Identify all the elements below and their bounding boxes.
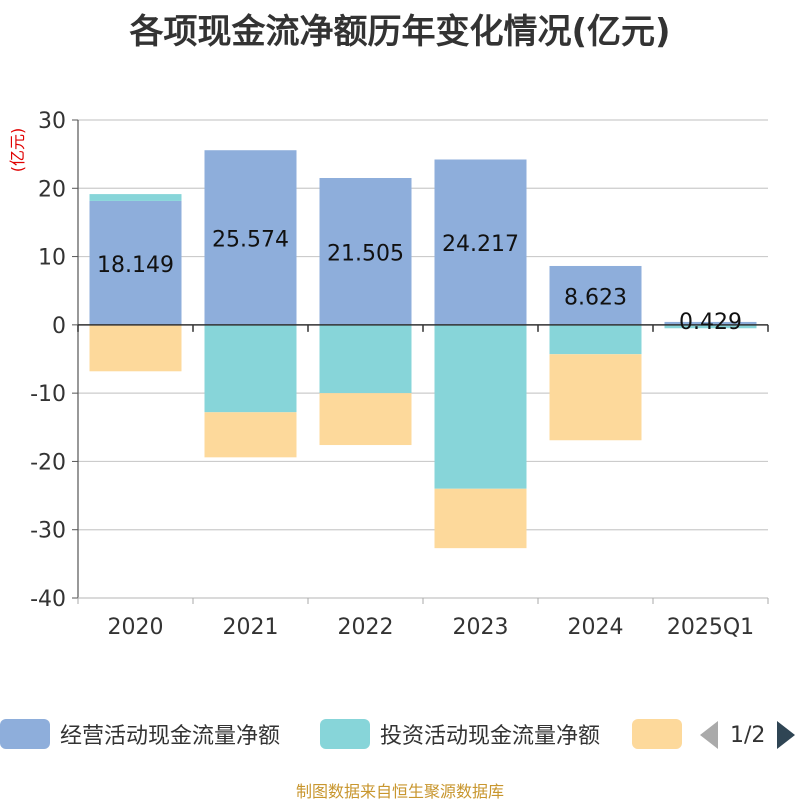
bar-series-0-2020[interactable] xyxy=(89,200,182,325)
data-source-note: 制图数据来自恒生聚源数据库 xyxy=(295,782,504,801)
data-label: 8.623 xyxy=(564,285,627,310)
x-tick-label: 2021 xyxy=(223,615,279,640)
bar-series-1-2023[interactable] xyxy=(434,324,527,489)
bar-series-1-2024[interactable] xyxy=(549,324,642,355)
data-label: 25.574 xyxy=(212,228,289,253)
bar-series-1-2022[interactable] xyxy=(319,324,412,394)
legend-pager: 1/2 xyxy=(700,718,796,752)
data-label: 18.149 xyxy=(97,253,174,278)
x-tick-label: 2020 xyxy=(108,615,164,640)
x-tick-label: 2022 xyxy=(338,615,394,640)
data-label: 21.505 xyxy=(327,241,404,266)
data-label: 24.217 xyxy=(442,232,519,257)
bar-series-0-2022[interactable] xyxy=(319,178,412,325)
legend-item-investing[interactable]: 投资活动现金流量净额 xyxy=(320,716,600,752)
bar-series-2-2023[interactable] xyxy=(434,488,527,549)
bar-series-2-2021[interactable] xyxy=(204,412,297,458)
y-tick-label: 0 xyxy=(52,314,66,339)
legend-swatch-operating xyxy=(0,719,50,749)
y-tick-label: -40 xyxy=(30,587,66,612)
bar-series-0-2021[interactable] xyxy=(204,150,297,325)
chart-title: 各项现金流净额历年变化情况(亿元) xyxy=(129,12,671,52)
legend-next-arrow-icon[interactable] xyxy=(777,721,796,749)
chart-plot: 30 20 10 0 -10 -20 -30 -40 2020 2021 2022 2023 2024 2… xyxy=(30,109,769,640)
bar-series-2-2020[interactable] xyxy=(89,324,182,372)
legend-item-financing[interactable] xyxy=(632,716,692,752)
bar-series-0-2023[interactable] xyxy=(434,159,527,325)
bar-series-2-2024[interactable] xyxy=(549,354,642,441)
legend-label-operating: 经营活动现金流量净额 xyxy=(60,724,281,749)
y-tick-label: -10 xyxy=(30,382,66,407)
legend-item-operating[interactable]: 经营活动现金流量净额 xyxy=(0,716,280,752)
legend-swatch-investing xyxy=(320,719,370,749)
legend-prev-arrow-icon[interactable] xyxy=(700,721,718,749)
bar-series-1-2020[interactable] xyxy=(89,194,182,201)
legend-swatch-financing xyxy=(632,719,682,749)
bar-series-2-2022[interactable] xyxy=(319,393,412,446)
y-tick-label: 30 xyxy=(38,109,66,134)
bar-series-0-2025Q1[interactable] xyxy=(664,321,757,325)
y-tick-label: -20 xyxy=(30,450,66,475)
x-tick-label: 2023 xyxy=(453,615,509,640)
legend-page-indicator: 1/2 xyxy=(730,722,766,748)
y-tick-label: -30 xyxy=(30,519,66,544)
y-tick-label: 10 xyxy=(38,246,66,271)
x-tick-label: 2024 xyxy=(568,615,624,640)
legend-label-investing: 投资活动现金流量净额 xyxy=(380,724,601,749)
bar-series-1-2021[interactable] xyxy=(204,324,297,413)
x-tick-label: 2025Q1 xyxy=(667,615,754,640)
y-tick-label: 20 xyxy=(38,177,66,202)
data-label: 0.429 xyxy=(679,310,742,335)
bar-series-0-2024[interactable] xyxy=(549,265,642,325)
bar-series-1-2025Q1[interactable] xyxy=(664,324,757,329)
